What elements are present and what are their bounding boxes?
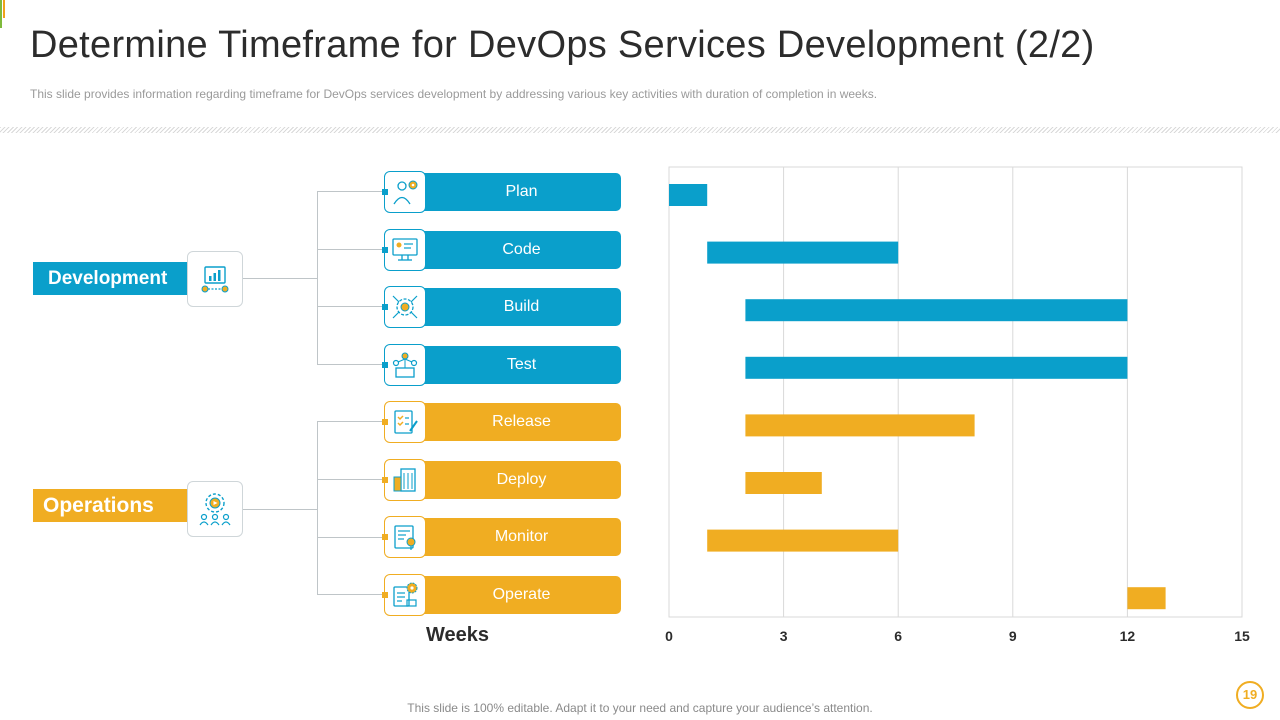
activity-label-plan: Plan [420,173,621,211]
divider [0,127,1280,133]
operations-team-icon [187,481,243,537]
connector-code [317,249,387,250]
activity-label-release: Release [420,403,621,441]
build-gear-icon [384,286,426,328]
activity-label-build: Build [420,288,621,326]
category-operations: Operations [33,489,188,522]
development-chart-icon [187,251,243,307]
connector-plan [317,191,387,192]
page-title: Determine Timeframe for DevOps Services … [30,24,1095,66]
activity-build: Build [382,286,621,328]
activity-monitor: Monitor [382,516,621,558]
connector-dev-h [243,278,317,279]
x-tick-label: 12 [1120,628,1136,644]
connector-deploy [317,479,387,480]
gantt-bar-monitor [707,529,899,552]
x-tick-label: 15 [1234,628,1250,644]
footer-note: This slide is 100% editable. Adapt it to… [407,701,873,715]
activity-label-test: Test [420,346,621,384]
connector-dev-v [317,191,318,365]
activity-test: Test [382,344,621,386]
activity-code: Code [382,229,621,271]
gantt-bar-code [707,241,899,264]
x-axis-label: Weeks [426,624,490,646]
connector-ops-h [243,509,317,510]
connector-test [317,364,387,365]
connector-operate [317,594,387,595]
x-tick-label: 6 [894,628,902,644]
x-tick-label: 0 [665,628,673,644]
gantt-bar-build [745,299,1128,322]
activity-label-monitor: Monitor [420,518,621,556]
page-number: 19 [1236,681,1264,709]
activity-operate: Operate [382,574,621,616]
gantt-bar-operate [1127,587,1166,610]
activity-plan: Plan [382,171,621,213]
gantt-bar-deploy [745,472,822,494]
connector-build [317,306,387,307]
operate-gear-icon [384,574,426,616]
activity-label-deploy: Deploy [420,461,621,499]
accent-bar [0,0,5,28]
connector-release [317,421,387,422]
activity-release: Release [382,401,621,443]
x-tick-label: 9 [1009,628,1017,644]
gantt-bar-plan [669,184,708,206]
release-checklist-icon [384,401,426,443]
connector-monitor [317,537,387,538]
activity-label-code: Code [420,231,621,269]
connector-ops-v [317,421,318,595]
code-monitor-icon [384,229,426,271]
x-tick-label: 3 [780,628,788,644]
deploy-building-icon [384,459,426,501]
gantt-bar-release [745,414,975,437]
plan-person-gear-icon [384,171,426,213]
gantt-bar-test [745,356,1128,379]
activity-deploy: Deploy [382,459,621,501]
category-development: Development [33,262,188,295]
test-network-icon [384,344,426,386]
activity-label-operate: Operate [420,576,621,614]
monitor-report-icon [384,516,426,558]
page-subtitle: This slide provides information regardin… [30,87,878,101]
